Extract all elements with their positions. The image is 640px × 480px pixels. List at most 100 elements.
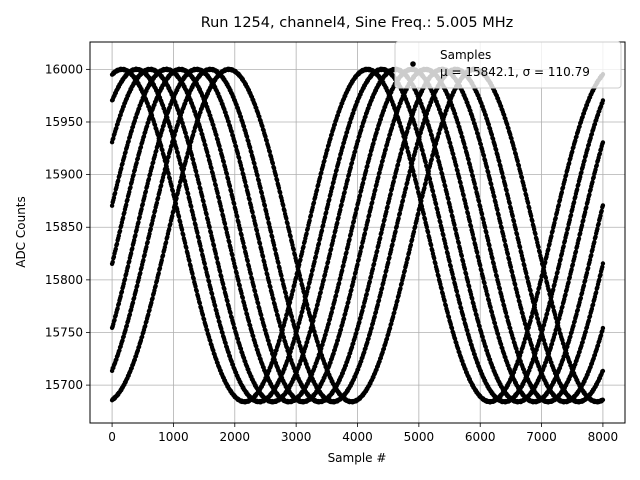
chart-title: Run 1254, channel4, Sine Freq.: 5.005 MH… xyxy=(201,15,514,31)
sample-point xyxy=(476,199,482,204)
sample-point xyxy=(327,251,333,257)
sample-point xyxy=(337,155,342,161)
sample-point xyxy=(203,207,208,212)
sample-point xyxy=(143,189,149,194)
sample-point xyxy=(126,139,131,144)
sample-point xyxy=(306,285,311,290)
sample-point xyxy=(565,225,571,231)
sample-point xyxy=(582,158,587,163)
sample-point xyxy=(253,223,258,228)
sample-point xyxy=(320,223,326,228)
sample-point xyxy=(193,222,198,228)
sample-point xyxy=(325,202,331,207)
sample-point xyxy=(449,326,455,331)
sample-point xyxy=(322,158,327,164)
sample-point xyxy=(216,315,221,320)
sample-point xyxy=(423,159,428,165)
sample-point xyxy=(560,185,566,190)
sample-point xyxy=(538,277,544,283)
sample-point xyxy=(428,243,434,248)
sample-point xyxy=(599,208,604,214)
sample-point xyxy=(166,171,171,176)
sample-point xyxy=(562,238,568,244)
sample-point xyxy=(355,138,361,143)
sample-point xyxy=(233,265,238,271)
sample-point xyxy=(133,233,138,238)
sample-point xyxy=(582,209,588,215)
sample-point xyxy=(594,163,599,168)
sample-point xyxy=(433,261,438,266)
sample-point xyxy=(576,236,582,241)
sample-point xyxy=(187,199,193,205)
sample-point xyxy=(448,264,453,269)
sample-point xyxy=(571,199,577,205)
sample-point xyxy=(145,239,150,245)
sample-point xyxy=(480,334,485,340)
sample-point xyxy=(158,183,164,188)
sample-point xyxy=(301,244,306,249)
sample-point xyxy=(512,282,518,287)
sample-point xyxy=(324,264,330,270)
sample-point xyxy=(438,166,444,172)
sample-point xyxy=(339,202,344,208)
sample-point xyxy=(466,284,472,289)
sample-point xyxy=(572,254,577,259)
sample-point xyxy=(569,267,574,272)
sample-point xyxy=(573,249,579,254)
sample-point xyxy=(487,243,492,248)
sample-point xyxy=(564,230,569,236)
sample-point xyxy=(219,208,225,213)
sample-point xyxy=(584,205,589,210)
sample-point xyxy=(325,259,331,265)
sample-point xyxy=(136,220,141,225)
sample-point xyxy=(365,218,371,223)
sample-point xyxy=(333,172,338,177)
sample-point xyxy=(570,262,576,267)
sample-point xyxy=(331,233,337,239)
sample-point xyxy=(439,286,444,291)
sample-point xyxy=(600,140,606,145)
sample-point xyxy=(198,186,203,192)
sample-point xyxy=(340,144,345,150)
sample-point xyxy=(151,213,157,219)
sample-point xyxy=(198,243,203,249)
sample-point xyxy=(566,280,571,285)
sample-point xyxy=(330,184,335,190)
sample-point xyxy=(544,311,550,316)
sample-point xyxy=(217,269,223,274)
sample-point xyxy=(202,261,207,267)
sample-point xyxy=(445,310,450,315)
sample-point xyxy=(435,155,441,160)
sample-point xyxy=(422,216,428,222)
sample-point xyxy=(122,277,128,282)
sample-point xyxy=(567,217,572,223)
sample-point xyxy=(283,316,288,321)
sample-point xyxy=(190,157,196,162)
sample-point xyxy=(300,249,305,254)
sample-point xyxy=(560,304,565,309)
sample-point xyxy=(473,308,478,313)
sample-point xyxy=(290,287,296,293)
sample-point xyxy=(579,223,585,228)
sample-point xyxy=(431,256,437,261)
sample-point xyxy=(600,203,606,208)
sample-point xyxy=(206,279,212,284)
sample-point xyxy=(499,225,504,231)
sample-point xyxy=(195,230,200,235)
sample-point xyxy=(559,190,565,195)
sample-point xyxy=(425,229,431,235)
sample-point xyxy=(209,291,215,297)
sample-point xyxy=(120,215,126,221)
sample-point xyxy=(441,179,447,184)
sample-point xyxy=(116,178,121,183)
sample-point xyxy=(220,281,226,287)
sample-point xyxy=(555,269,560,275)
sample-point xyxy=(474,250,480,255)
sample-point xyxy=(370,200,375,205)
sample-point xyxy=(160,148,165,153)
sample-point xyxy=(187,258,192,263)
sample-point xyxy=(305,226,310,231)
sample-point xyxy=(230,252,235,258)
sample-point xyxy=(502,238,507,244)
sample-point xyxy=(450,214,455,220)
